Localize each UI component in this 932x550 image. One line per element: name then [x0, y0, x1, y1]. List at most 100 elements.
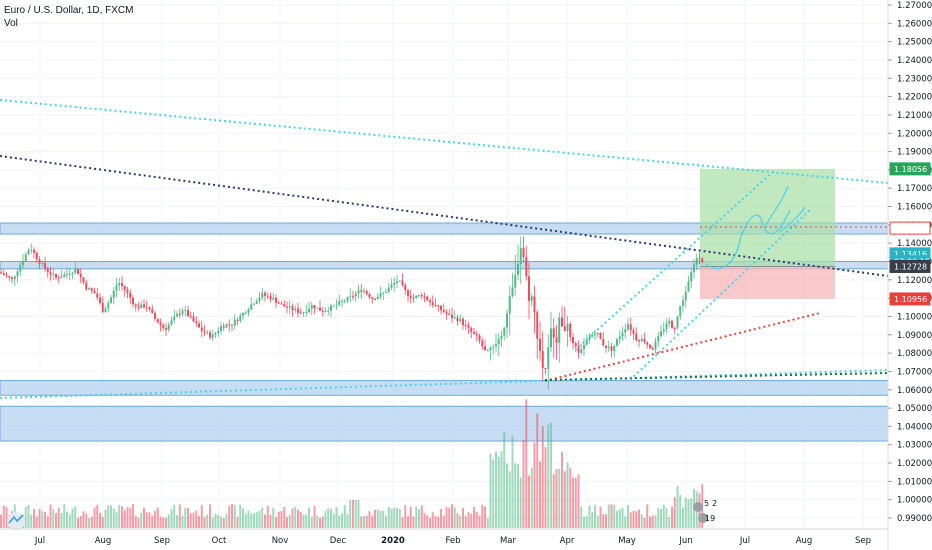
volume-bar: [217, 514, 220, 528]
candle: [244, 310, 247, 315]
position-stop-zone[interactable]: [700, 266, 835, 299]
dividends-count: 2: [712, 499, 717, 508]
volume-bar: [530, 467, 533, 528]
candle: [566, 315, 569, 347]
volume-bar: [552, 474, 555, 528]
volume-bar: [682, 507, 684, 528]
volume-bar: [302, 514, 305, 528]
volume-bar: [280, 511, 283, 528]
volume-bar: [297, 509, 299, 528]
trendlines[interactable]: [0, 99, 889, 399]
volume-bar: [376, 509, 379, 528]
volume-bar: [360, 516, 363, 528]
candle: [0, 268, 2, 274]
lower-support-trendline[interactable]: [0, 369, 889, 399]
volume-bar: [442, 515, 445, 528]
candle: [310, 302, 313, 315]
price-tick-label: 1.03000: [897, 441, 932, 451]
symbol-title[interactable]: Euro / U.S. Dollar, 1D, FXCM: [4, 5, 134, 16]
candle: [533, 285, 536, 334]
candle: [357, 284, 360, 299]
volume-bar: [132, 504, 134, 528]
projection-brush-stroke[interactable]: [705, 206, 806, 270]
volume-bar: [261, 507, 264, 528]
volume-bar: [151, 515, 154, 528]
candle: [343, 298, 346, 304]
candle: [528, 262, 530, 320]
price-tick-label: 1.05000: [897, 404, 932, 414]
candlestick-series: [0, 236, 704, 390]
candle: [38, 256, 41, 269]
candle: [225, 323, 228, 329]
red-support-trendline[interactable]: [544, 312, 821, 382]
candle: [635, 327, 638, 342]
candle: [624, 323, 627, 339]
candle: [63, 271, 66, 278]
candle: [35, 251, 38, 263]
candle: [211, 329, 214, 342]
support-zone[interactable]: [0, 380, 889, 396]
candle: [583, 337, 585, 357]
volume-label[interactable]: Vol: [4, 18, 18, 29]
volume-bar: [478, 515, 481, 528]
event-markers[interactable]: 5 2 19: [693, 499, 717, 523]
volume-bar: [462, 508, 464, 528]
price-tag: 1.12728: [889, 259, 931, 273]
volume-bar: [448, 507, 451, 528]
candle: [434, 298, 437, 307]
time-tick-label: Mar: [500, 536, 517, 546]
candle: [671, 319, 673, 329]
candle: [189, 311, 192, 320]
candle: [687, 275, 690, 292]
volume-bar: [492, 459, 495, 528]
volume-bar: [385, 516, 387, 528]
position-target-zone[interactable]: [700, 168, 835, 267]
volume-bar: [123, 510, 126, 528]
volume-bar: [613, 505, 616, 528]
volume-bar: [343, 505, 346, 528]
price-tag: 1.14821: [889, 221, 931, 235]
candle: [701, 256, 704, 264]
candle: [2, 269, 5, 276]
candle: [462, 316, 464, 330]
flat-support-trendline[interactable]: [544, 372, 889, 381]
splits-marker-icon[interactable]: [698, 513, 708, 523]
volume-bar: [195, 510, 198, 528]
long-term-resistance-trendline[interactable]: [0, 99, 889, 184]
time-tick-label: Aug: [796, 536, 813, 546]
candle: [511, 272, 514, 298]
volume-bar: [577, 474, 580, 528]
price-axis[interactable]: 1.27000 1.26000 1.25000 1.24000 1.23000 1.220…: [887, 0, 932, 550]
volume-bar: [522, 440, 525, 528]
candle: [19, 261, 22, 277]
volume-bar: [591, 512, 594, 528]
candle: [90, 287, 93, 294]
volume-bar: [621, 507, 624, 528]
price-tick-label: 1.06000: [897, 386, 932, 396]
projection-brush[interactable]: [705, 185, 806, 270]
descending-trendline[interactable]: [0, 155, 889, 277]
volume-bar: [495, 451, 497, 528]
volume-bar: [49, 504, 52, 528]
time-axis[interactable]: Jul Aug Sep Oct Nov Dec 2020 Feb Mar Apr May Jun Jul…: [0, 528, 888, 546]
time-tick-label: Jul: [34, 536, 45, 546]
volume-bar: [473, 507, 475, 528]
events-count: 19: [705, 514, 715, 523]
price-tag-label: 1.12728: [894, 262, 927, 271]
price-tick-label: 1.04000: [897, 422, 932, 432]
candle: [649, 343, 651, 350]
volume-bar: [517, 464, 519, 528]
volume-bar: [148, 512, 151, 528]
price-tag-label: 1.13416: [894, 250, 927, 259]
lower-channel-trendline[interactable]: [629, 209, 811, 381]
candle: [478, 333, 481, 344]
candle: [371, 296, 374, 304]
candle: [572, 332, 574, 350]
long-position-tool[interactable]: [700, 168, 835, 299]
horizontal-zones[interactable]: [0, 222, 889, 442]
earnings-marker-icon[interactable]: [693, 502, 703, 512]
candle: [495, 333, 497, 353]
volume-bar: [310, 516, 313, 528]
lower-zone[interactable]: [0, 405, 889, 442]
